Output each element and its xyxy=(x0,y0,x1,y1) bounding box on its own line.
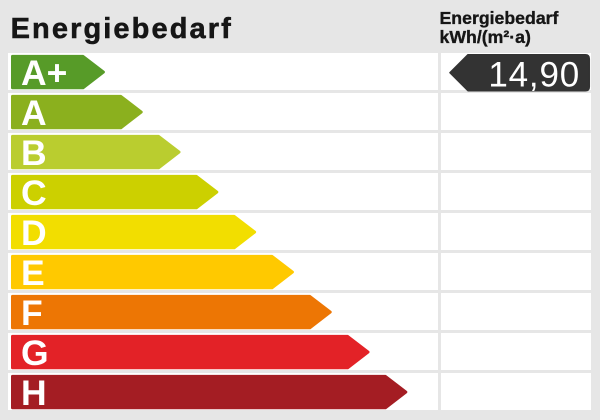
svg-text:D: D xyxy=(21,213,47,253)
svg-text:C: C xyxy=(21,173,47,213)
svg-text:A+: A+ xyxy=(21,53,67,93)
svg-text:B: B xyxy=(21,133,47,173)
svg-text:G: G xyxy=(21,333,49,373)
svg-text:E: E xyxy=(21,253,45,293)
svg-text:F: F xyxy=(21,293,43,333)
svg-text:14,90: 14,90 xyxy=(488,56,580,95)
svg-text:H: H xyxy=(21,373,47,413)
svg-text:A: A xyxy=(21,93,47,133)
